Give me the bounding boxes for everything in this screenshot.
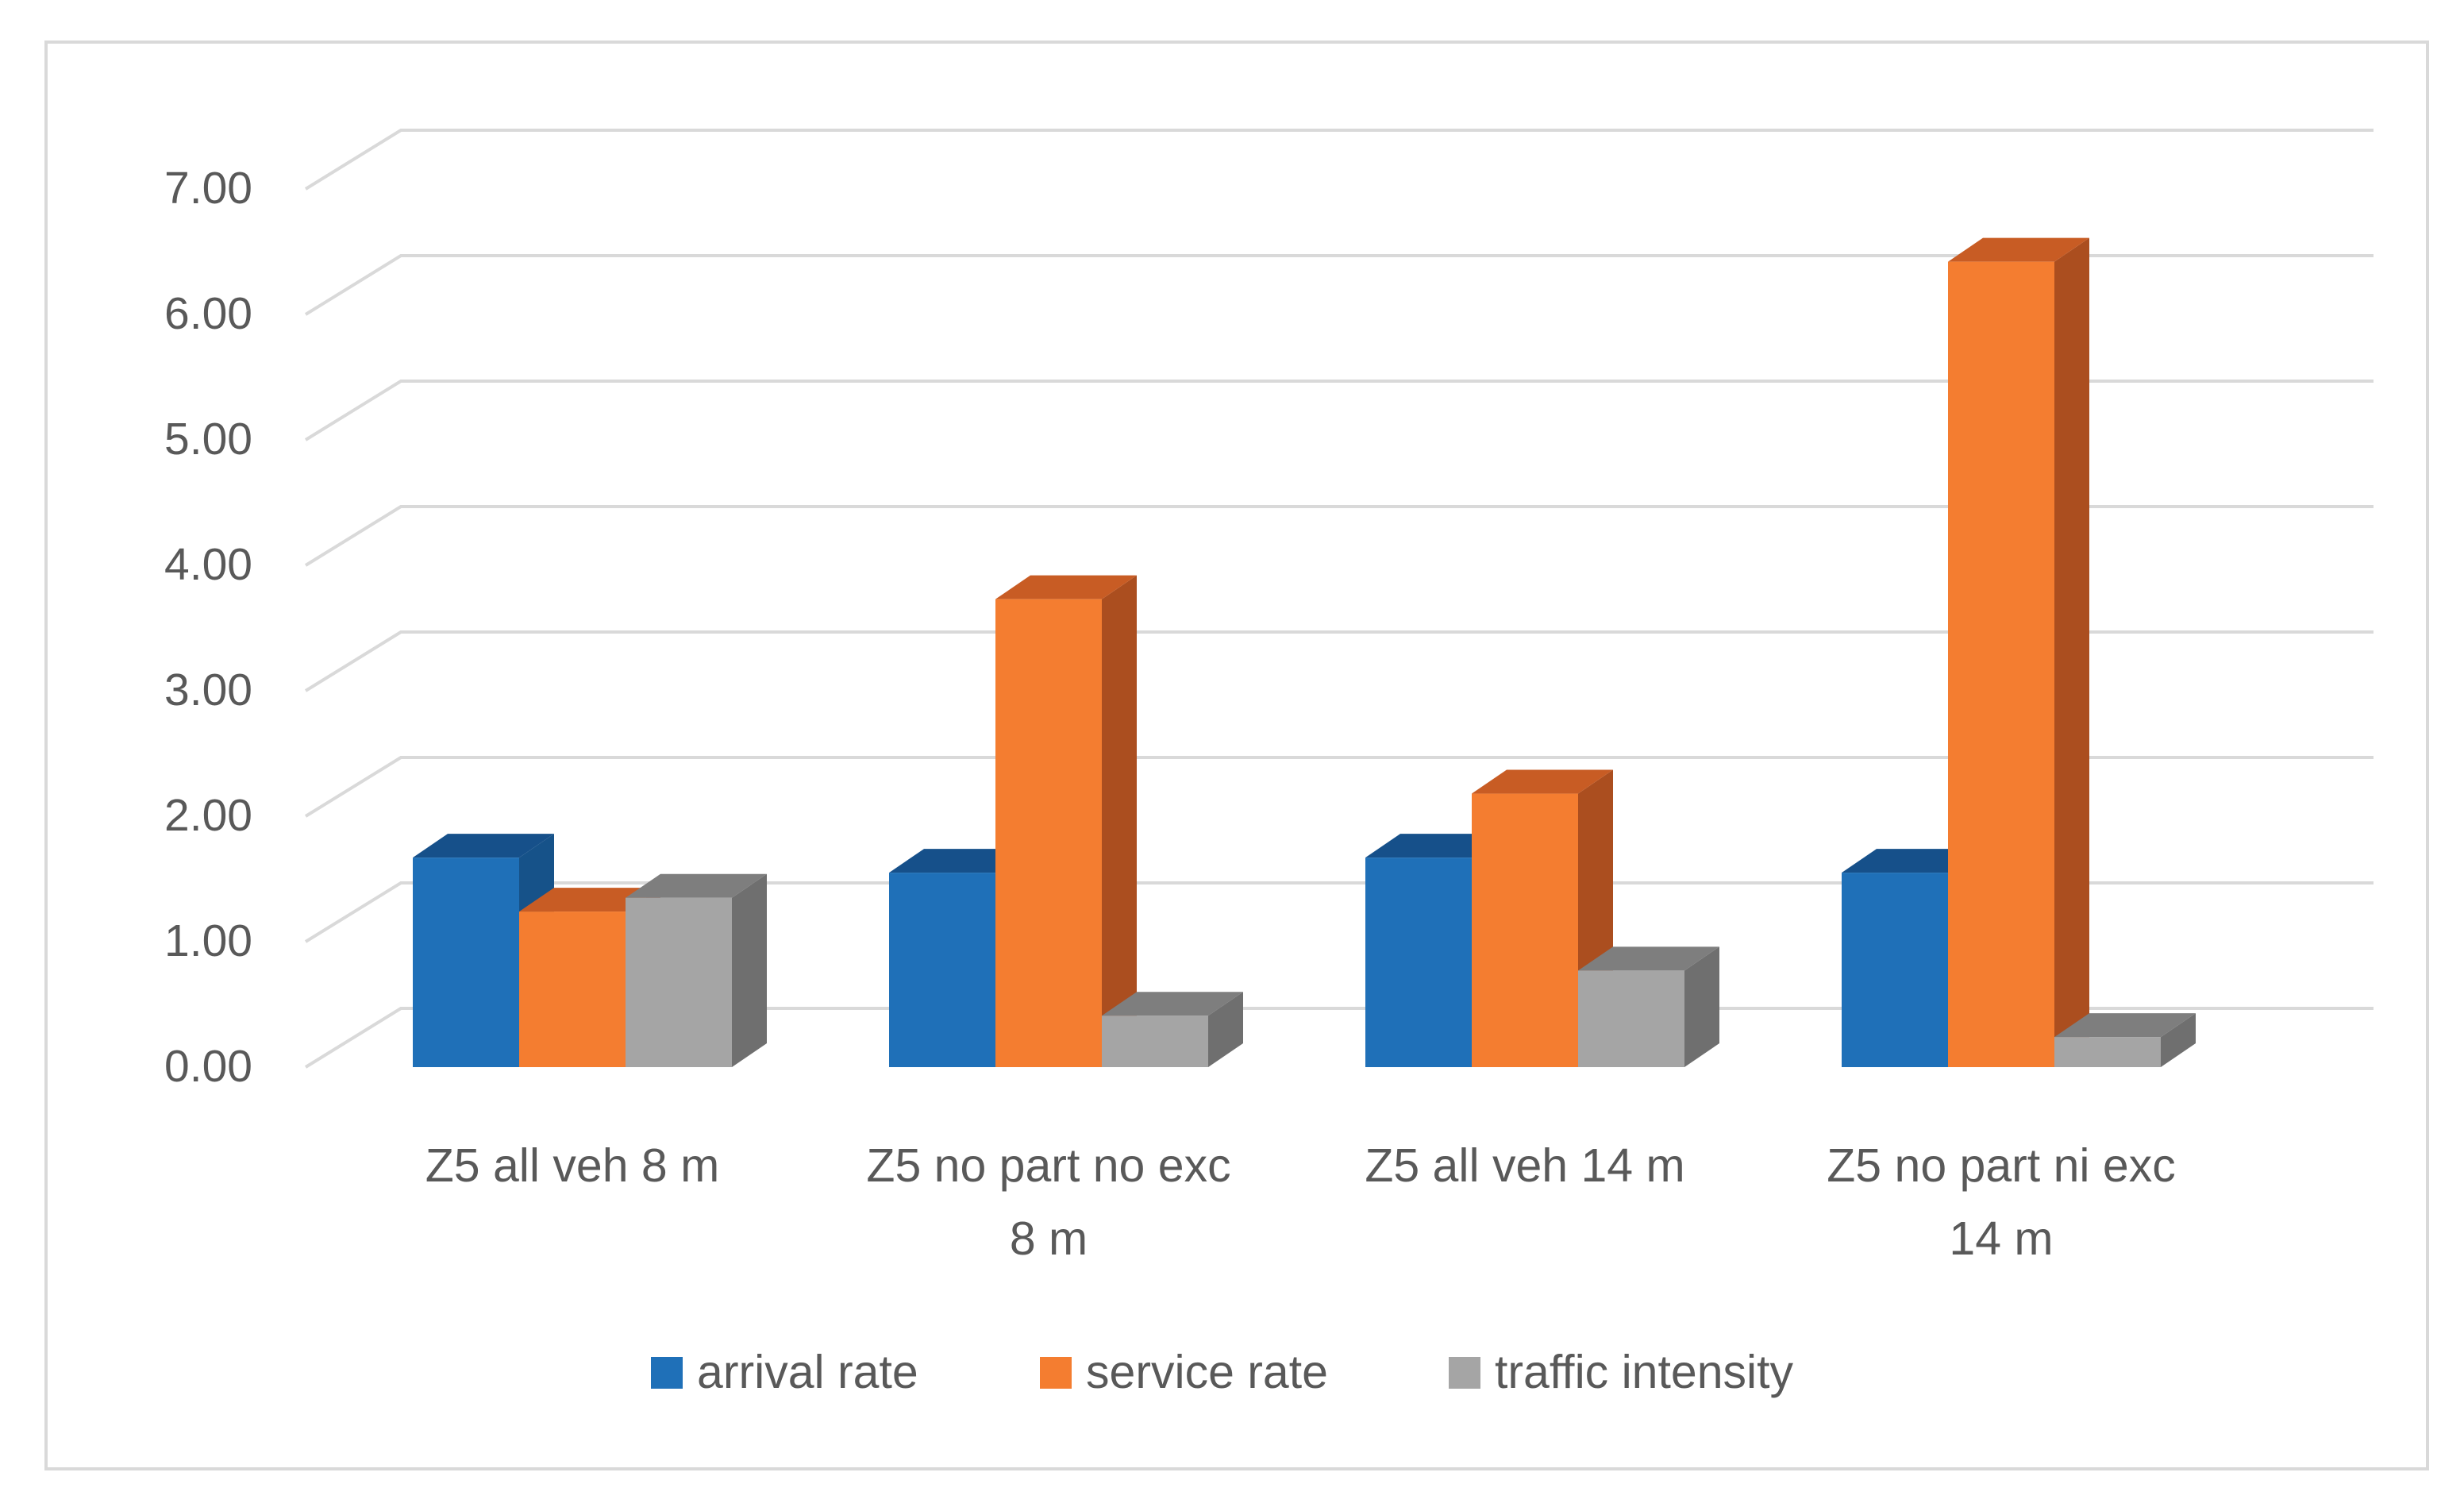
y-tick-label: 0.00 [164,1041,252,1092]
y-axis-tick-labels: 0.00 1.00 2.00 3.00 4.00 5.00 6.00 7.00 [164,163,252,1092]
legend: arrival rate service rate traffic intensit… [651,1346,1794,1398]
bar-side-face [1684,946,1719,1067]
x-tick-label-cat4: Z5 no part ni exc [1827,1139,2175,1192]
gridline [304,630,2374,692]
bar-top-face [1472,769,1613,794]
legend-swatch-service-rate [1040,1357,1072,1389]
x-axis-category-labels: Z5 all veh 8 m Z5 no part no exc 8 m Z5 all… [425,1139,2176,1265]
bar-front-face [889,873,995,1067]
bars [413,237,2196,1067]
x-tick-label-cat4: 14 m [1949,1212,2053,1265]
bar-traffic-intensity-cat2 [1102,992,1243,1067]
bar-traffic-intensity-cat3 [1578,946,1719,1067]
legend-label-service-rate: service rate [1086,1346,1328,1398]
bar-top-face [1102,992,1243,1016]
y-tick-label: 4.00 [164,539,252,590]
y-tick-label: 6.00 [164,288,252,339]
bar-side-face [732,873,767,1067]
bar-top-face [626,873,767,898]
bar-front-face [1472,793,1578,1067]
gridline [304,129,2374,191]
y-tick-label: 2.00 [164,790,252,841]
bar-top-face [2054,1013,2196,1038]
gridline [304,756,2374,818]
bar-top-face [1842,849,1983,873]
y-tick-label: 3.00 [164,665,252,715]
bar-front-face [519,912,626,1067]
bar-front-face [1578,970,1684,1067]
bar-service-rate-cat4 [1948,237,2089,1067]
y-tick-label: 5.00 [164,414,252,464]
bar-traffic-intensity-cat4 [2054,1013,2196,1067]
legend-swatch-traffic-intensity [1449,1357,1480,1389]
y-tick-label: 1.00 [164,915,252,966]
bar-front-face [413,858,519,1067]
x-tick-label-cat3: Z5 all veh 14 m [1365,1139,1684,1192]
bar-front-face [1102,1016,1208,1067]
bar-traffic-intensity-cat1 [626,873,767,1067]
gridline [304,505,2374,567]
bar-side-face [2161,1013,2196,1067]
bar-service-rate-cat2 [995,575,1137,1067]
legend-swatch-arrival-rate [651,1357,683,1389]
bar-front-face [1365,858,1472,1067]
bar-top-face [1578,946,1719,971]
bar-top-face [413,834,554,858]
gridline [304,881,2374,943]
bar-side-face [1102,575,1137,1067]
bar-top-face [995,575,1137,599]
bar-front-face [626,897,732,1067]
gridline [304,380,2374,441]
legend-label-traffic-intensity: traffic intensity [1495,1346,1794,1398]
bar-top-face [889,849,1030,873]
x-tick-label-cat1: Z5 all veh 8 m [425,1139,720,1192]
bar-side-face [1208,992,1243,1067]
x-tick-label-cat2: Z5 no part no exc [866,1139,1230,1192]
bar-front-face [2054,1037,2161,1067]
bar-front-face [1842,873,1948,1067]
legend-label-arrival-rate: arrival rate [697,1346,918,1398]
bar-top-face [519,888,660,912]
bar-front-face [1948,261,2054,1067]
bar-front-face [995,599,1102,1067]
gridline [304,254,2374,316]
bar-side-face [2054,237,2089,1067]
y-tick-label: 7.00 [164,163,252,214]
bar-top-face [1948,237,2089,262]
x-tick-label-cat2: 8 m [1010,1212,1088,1265]
bar-top-face [1365,834,1507,858]
